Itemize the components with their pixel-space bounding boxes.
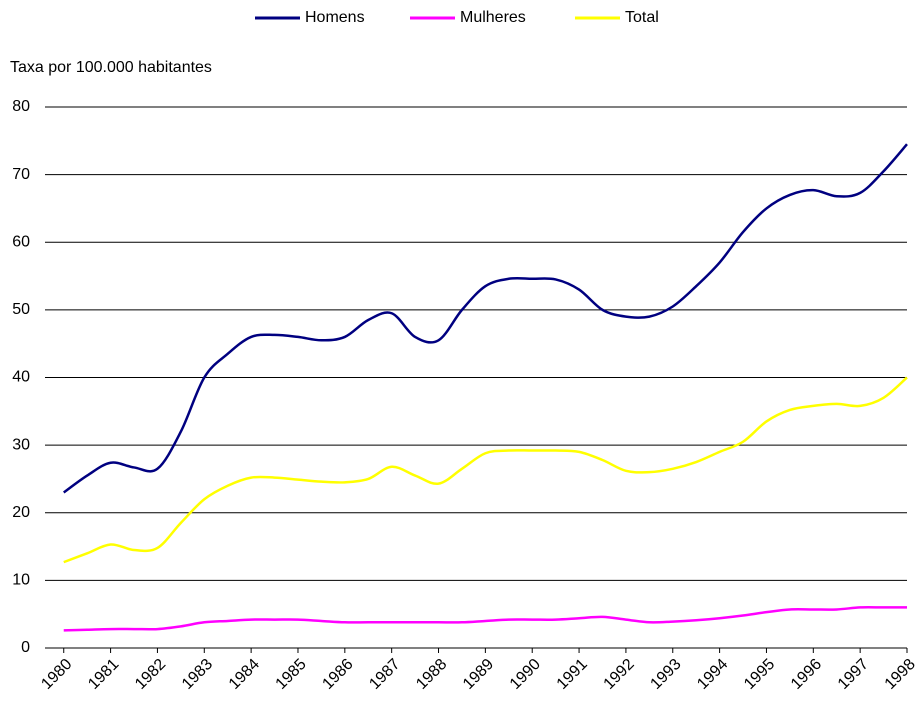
line-series: [63, 376, 908, 564]
x-tick-label: 1990: [507, 656, 544, 693]
x-tick-label: 1996: [788, 656, 825, 693]
x-tick-label: 1998: [882, 656, 919, 693]
x-tick-label: 1986: [319, 656, 356, 693]
y-axis-label: Taxa por 100.000 habitantes: [10, 59, 212, 76]
y-tick-label: 70: [12, 166, 30, 183]
x-tick-label: 1985: [273, 656, 310, 693]
line-series: [63, 606, 907, 632]
x-tick-label: 1981: [85, 656, 122, 693]
x-tick-label: 1993: [647, 656, 684, 693]
legend-label: Total: [625, 9, 659, 26]
x-tick-label: 1983: [179, 656, 216, 693]
x-tick-label: 1997: [835, 656, 872, 693]
x-tick-label: 1994: [694, 656, 731, 693]
x-tick-label: 1988: [413, 656, 450, 693]
x-tick-label: 1980: [38, 656, 75, 693]
legend-item: Homens: [255, 9, 365, 26]
x-tick-label: 1992: [601, 656, 638, 693]
y-tick-label: 0: [21, 639, 30, 656]
y-tick-label: 80: [12, 98, 30, 115]
y-tick-label: 40: [12, 369, 30, 386]
y-tick-label: 60: [12, 233, 30, 250]
x-tick-label: 1982: [132, 656, 169, 693]
legend-label: Mulheres: [460, 9, 526, 26]
x-tick-label: 1987: [366, 656, 403, 693]
y-tick-label: 30: [12, 436, 30, 453]
legend-label: Homens: [305, 9, 365, 26]
legend-item: Mulheres: [410, 9, 526, 26]
y-tick-label: 10: [12, 572, 30, 589]
y-tick-label: 20: [12, 504, 30, 521]
x-tick-label: 1991: [554, 656, 591, 693]
x-tick-label: 1989: [460, 656, 497, 693]
x-tick-label: 1984: [226, 656, 263, 693]
y-tick-label: 50: [12, 301, 30, 318]
x-tick-label: 1995: [741, 656, 778, 693]
line-series: [63, 143, 908, 494]
legend-item: Total: [575, 9, 659, 26]
